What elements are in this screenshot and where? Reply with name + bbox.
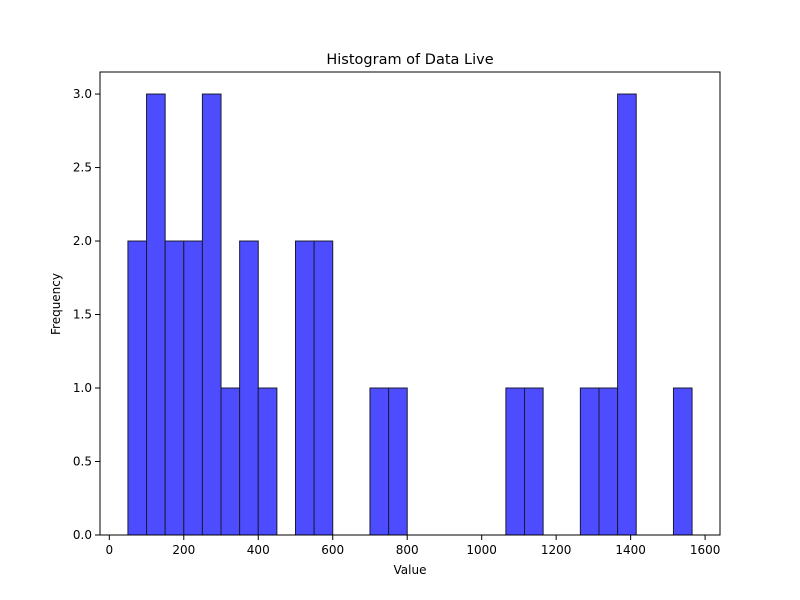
x-tick-label: 1200 — [541, 543, 572, 557]
histogram-bar-3 — [183, 240, 203, 536]
histogram-bar-9 — [313, 240, 334, 536]
x-axis-ticks: 0 200 400 600 800 1000 1200 1400 1600 — [105, 535, 720, 557]
histogram-bar-11 — [388, 387, 408, 536]
histogram-bar-4 — [201, 93, 222, 536]
x-tick-label: 800 — [396, 543, 419, 557]
histogram-bar-7 — [257, 387, 278, 536]
x-tick-label: 1600 — [690, 543, 721, 557]
histogram-bar-6 — [239, 240, 259, 536]
y-axis-ticks: 0.0 0.5 1.0 1.5 2.0 2.5 3.0 — [73, 87, 100, 542]
histogram-bar-17 — [672, 387, 693, 536]
chart-title: Histogram of Data Live — [326, 52, 493, 68]
histogram-bar-15 — [598, 387, 619, 536]
x-tick-label: 0 — [105, 543, 113, 557]
plot-frame — [99, 71, 721, 536]
histogram-bar-10 — [369, 387, 390, 536]
y-tick-label: 1.5 — [73, 308, 92, 322]
histogram-bar-8 — [294, 240, 315, 536]
histogram-bar-5 — [220, 387, 241, 536]
y-axis-label: Frequency — [49, 273, 63, 335]
histogram-bar-1 — [146, 93, 166, 536]
y-tick-label: 3.0 — [73, 87, 92, 101]
x-axis-label: Value — [394, 563, 427, 577]
y-tick-label: 2.5 — [73, 161, 92, 175]
histogram-bar-0 — [127, 240, 148, 536]
histogram-bar-12 — [505, 387, 526, 536]
y-tick-label: 1.0 — [73, 381, 92, 395]
bars-group — [127, 93, 693, 536]
x-tick-label: 400 — [247, 543, 270, 557]
y-tick-label: 2.0 — [73, 234, 92, 248]
x-tick-label: 200 — [172, 543, 195, 557]
histogram-bar-13 — [524, 387, 544, 536]
x-tick-label: 600 — [321, 543, 344, 557]
x-tick-label: 1000 — [466, 543, 497, 557]
x-tick-label: 1400 — [615, 543, 646, 557]
histogram-bar-16 — [617, 93, 637, 536]
y-tick-label: 0.0 — [73, 528, 92, 542]
histogram-bar-2 — [164, 240, 185, 536]
y-tick-label: 0.5 — [73, 455, 92, 469]
histogram-bar-14 — [579, 387, 600, 536]
